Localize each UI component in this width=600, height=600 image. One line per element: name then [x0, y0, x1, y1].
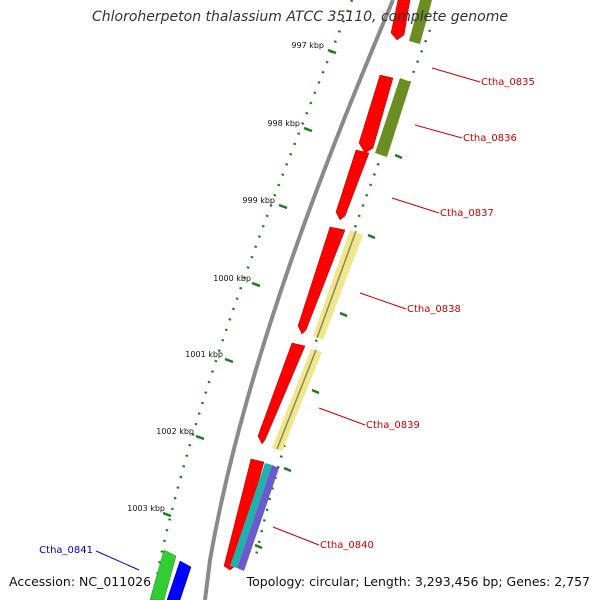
tick-label-1001: 1001 kbp	[185, 350, 223, 359]
cds-arrow-reverse[interactable]	[149, 549, 177, 600]
leader-ctha-0841	[95, 550, 140, 571]
topology-text: Topology: circular; Length: 3,293,456 bp…	[246, 574, 590, 589]
gene-label-ctha-0838[interactable]: Ctha_0838	[407, 304, 461, 315]
tick-mark-998	[303, 126, 313, 133]
leader-ctha-0837	[391, 197, 440, 214]
leader-ctha-0835	[431, 67, 481, 83]
reverse-cds-track	[149, 549, 192, 600]
leader-ctha-0836	[414, 124, 463, 139]
tick-mark-997	[327, 48, 337, 55]
gene-label-ctha-0836[interactable]: Ctha_0836	[463, 133, 517, 144]
tick-mark-999	[278, 203, 288, 210]
gene-leader-lines	[95, 67, 481, 571]
inner-tick	[394, 153, 403, 160]
tick-mark-1000	[251, 281, 261, 288]
forward-cds-track	[223, 0, 411, 571]
tick-mark-1001	[224, 357, 234, 364]
genome-backbone	[203, 0, 395, 600]
leader-ctha-0839	[318, 407, 366, 426]
tick-label-1003: 1003 kbp	[127, 504, 165, 513]
tick-mark-1003	[162, 511, 172, 518]
tick-label-998: 998 kbp	[267, 119, 300, 128]
olive-bar[interactable]	[375, 78, 411, 157]
inner-tick	[283, 466, 292, 473]
genome-title: Chloroherpeton thalassium ATCC 35110, co…	[92, 9, 508, 25]
cds-arrow[interactable]	[223, 458, 265, 571]
major-ticks	[162, 48, 337, 518]
olive-bar[interactable]	[409, 0, 432, 44]
khaki-bar-edge	[276, 349, 317, 450]
teal-bar[interactable]	[230, 463, 272, 568]
tick-labels: 997 kbp 998 kbp 999 kbp 1000 kbp 1001 kb…	[127, 41, 324, 513]
tick-label-1000: 1000 kbp	[213, 274, 251, 283]
khaki-bar-edge	[316, 230, 357, 339]
cds-arrow[interactable]	[257, 342, 306, 445]
inner-tick	[339, 311, 348, 318]
cds-arrow[interactable]	[335, 149, 370, 221]
gene-label-ctha-0837[interactable]: Ctha_0837	[440, 208, 494, 219]
inner-tick	[367, 233, 376, 240]
inner-tick	[254, 543, 263, 550]
inner-tick	[311, 388, 320, 395]
gene-label-ctha-0840[interactable]: Ctha_0840	[320, 540, 374, 551]
cds-arrow[interactable]	[297, 226, 346, 335]
slate-bar[interactable]	[237, 465, 279, 571]
tick-mark-1002	[195, 434, 205, 441]
leader-ctha-0840	[272, 526, 320, 546]
inner-ticks	[254, 153, 403, 550]
feature-bars	[230, 0, 432, 571]
gene-label-ctha-0839[interactable]: Ctha_0839	[366, 420, 420, 431]
cds-arrow[interactable]	[390, 0, 411, 41]
leader-ctha-0838	[359, 292, 407, 310]
gene-labels: Ctha_0835 Ctha_0836 Ctha_0837 Ctha_0838 …	[39, 77, 535, 556]
tick-label-999: 999 kbp	[242, 196, 275, 205]
cds-arrow-reverse[interactable]	[166, 560, 192, 600]
gene-label-ctha-0841[interactable]: Ctha_0841	[39, 545, 93, 556]
tick-label-997: 997 kbp	[291, 41, 324, 50]
accession-text: Accession: NC_011026	[9, 574, 152, 589]
cds-arrow[interactable]	[358, 74, 394, 154]
tick-label-1002: 1002 kbp	[156, 427, 194, 436]
gene-label-ctha-0835[interactable]: Ctha_0835	[481, 77, 535, 88]
